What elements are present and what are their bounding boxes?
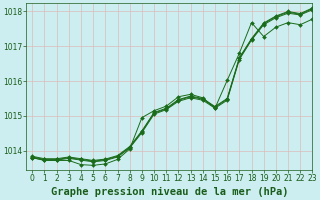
X-axis label: Graphe pression niveau de la mer (hPa): Graphe pression niveau de la mer (hPa) bbox=[51, 187, 288, 197]
